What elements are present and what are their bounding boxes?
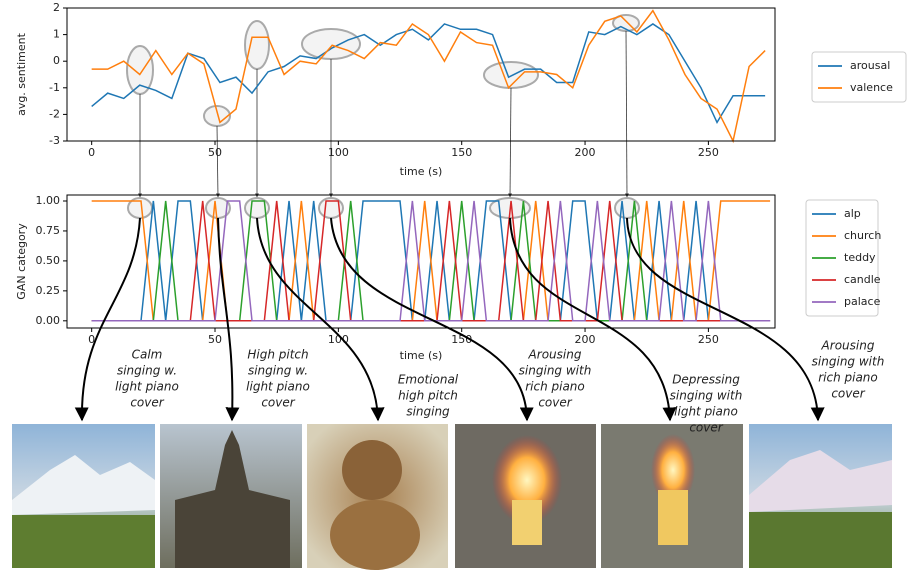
- caption: cover: [261, 396, 295, 410]
- x-axis-label: time (s): [400, 349, 443, 362]
- image-alp: [749, 512, 892, 568]
- x-tick-label: 250: [698, 146, 719, 159]
- image-candle: [492, 435, 562, 525]
- plot-frame: [66, 7, 776, 142]
- caption: cover: [130, 396, 164, 410]
- caption: cover: [831, 387, 865, 401]
- series-line: [91, 9, 766, 144]
- y-tick-label: 0.00: [36, 314, 61, 327]
- caption: singing with: [670, 389, 743, 403]
- generated-images: [12, 424, 892, 570]
- image-alp: [749, 450, 892, 512]
- caption: Emotional: [398, 373, 459, 387]
- x-tick-label: 200: [575, 333, 596, 346]
- image-teddy: [330, 500, 420, 570]
- x-tick-label: 200: [575, 146, 596, 159]
- caption: singing: [406, 405, 450, 419]
- connector: [508, 87, 513, 198]
- highlight: [126, 45, 154, 95]
- highlight: [244, 20, 270, 70]
- legend-label: candle: [844, 273, 881, 286]
- arrow: [626, 217, 825, 422]
- image-candle: [651, 434, 695, 506]
- legend-label: palace: [844, 295, 881, 308]
- y-tick-label: 0.25: [36, 284, 61, 297]
- highlight: [483, 61, 539, 89]
- arrow: [217, 217, 240, 422]
- caption: High pitch: [247, 348, 308, 362]
- image-alp: [12, 455, 155, 515]
- arrow: [330, 217, 534, 422]
- y-tick-label: 2: [53, 1, 60, 14]
- y-tick-label: -1: [49, 81, 60, 94]
- highlight: [301, 28, 361, 60]
- y-axis-label: avg. sentiment: [15, 32, 28, 116]
- caption: singing w.: [117, 364, 177, 378]
- caption: cover: [538, 396, 572, 410]
- connector: [215, 125, 220, 198]
- x-tick-label: 150: [451, 333, 472, 346]
- x-tick-label: 0: [88, 146, 95, 159]
- y-tick-label: 1: [53, 28, 60, 41]
- x-tick-label: 50: [208, 333, 222, 346]
- plot-frame: [66, 194, 776, 329]
- arrow: [509, 217, 677, 422]
- arrows: [74, 217, 825, 422]
- legend-label: teddy: [844, 251, 876, 264]
- caption: light piano: [246, 380, 310, 394]
- x-tick-label: 50: [208, 146, 222, 159]
- caption: Arousing: [821, 339, 875, 353]
- annotation-shapes: [126, 14, 640, 219]
- legend-label: arousal: [850, 59, 890, 72]
- y-axis-label: GAN category: [15, 223, 28, 300]
- caption: rich piano: [818, 371, 878, 385]
- caption: singing w.: [248, 364, 308, 378]
- y-tick-label: 0.50: [36, 254, 61, 267]
- caption: light piano: [115, 380, 179, 394]
- legend-label: alp: [844, 207, 861, 220]
- connector: [624, 30, 629, 198]
- caption: high pitch: [398, 389, 458, 403]
- legend-label: church: [844, 229, 881, 242]
- y-tick-label: -2: [49, 107, 60, 120]
- series-line: [91, 23, 766, 124]
- caption: light piano: [674, 405, 738, 419]
- image-teddy: [342, 440, 402, 500]
- x-axis-label: time (s): [400, 165, 443, 178]
- x-tick-label: 150: [451, 146, 472, 159]
- image-candle: [658, 490, 688, 545]
- x-tick-label: 100: [328, 146, 349, 159]
- x-tick-label: 0: [88, 333, 95, 346]
- x-tick-label: 250: [698, 333, 719, 346]
- y-tick-label: 1.00: [36, 194, 61, 207]
- caption: Arousing: [528, 348, 582, 362]
- image-church: [175, 430, 290, 568]
- caption: Calm: [132, 348, 163, 362]
- caption: cover: [689, 421, 723, 435]
- y-tick-label: 0.75: [36, 224, 61, 237]
- legend-box: [811, 51, 907, 103]
- caption: Depressing: [672, 373, 740, 387]
- caption: singing with: [519, 364, 592, 378]
- image-candle: [512, 500, 542, 545]
- arrow: [256, 217, 385, 422]
- series-line: [91, 200, 771, 322]
- caption: rich piano: [525, 380, 585, 394]
- image-alp: [12, 515, 155, 568]
- y-tick-label: -3: [49, 134, 60, 147]
- series-line: [91, 200, 771, 322]
- x-tick-label: 100: [328, 333, 349, 346]
- caption: singing with: [812, 355, 885, 369]
- legend-box: [805, 199, 879, 317]
- arrow: [74, 217, 141, 422]
- y-tick-label: 0: [53, 54, 60, 67]
- legend-label: valence: [850, 81, 893, 94]
